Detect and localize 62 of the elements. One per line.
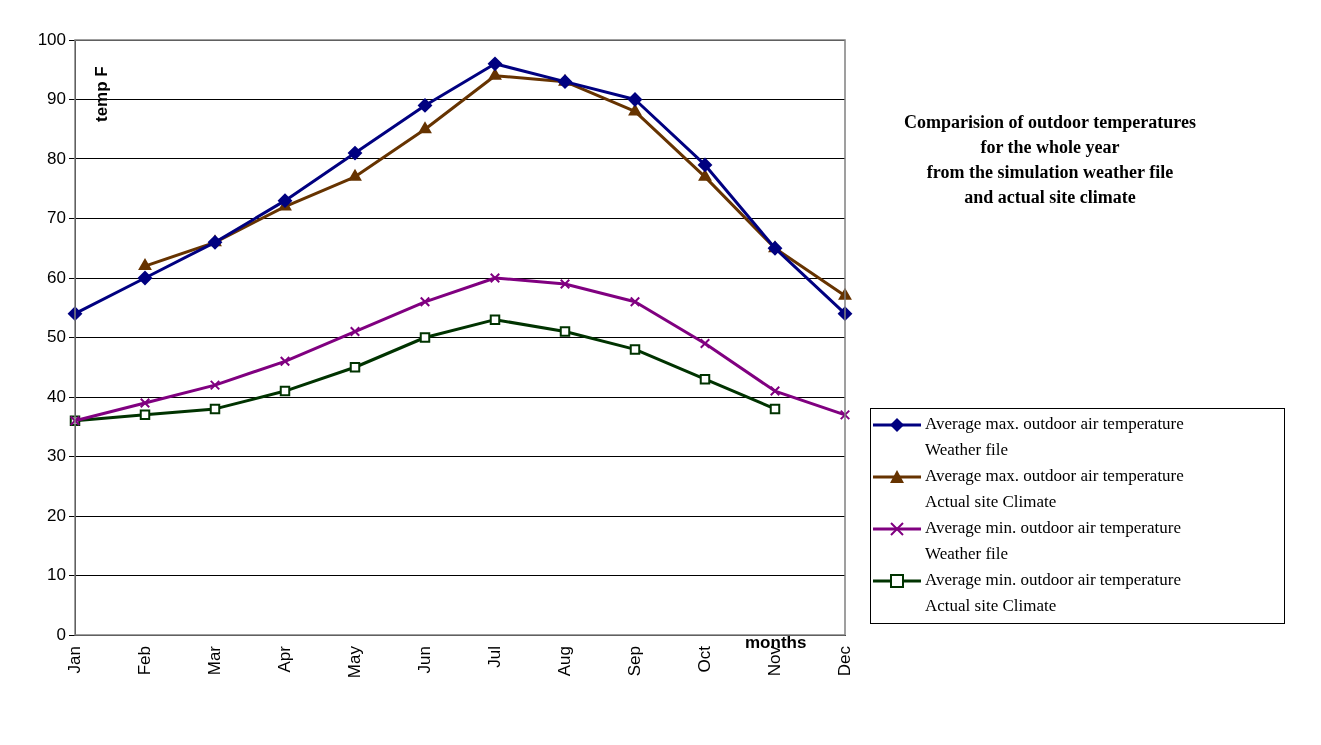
point (418, 122, 432, 134)
y-tick-label: 70 (47, 208, 66, 228)
point (419, 296, 431, 308)
point (488, 56, 502, 71)
y-tick-label: 60 (47, 267, 66, 287)
point (139, 397, 151, 409)
point (489, 314, 501, 325)
point (348, 146, 362, 161)
x-tick-label: Feb (134, 646, 154, 676)
y-tick-label: 90 (47, 89, 66, 109)
point (769, 403, 781, 415)
point (559, 326, 571, 337)
point (699, 373, 711, 385)
y-tick-label: 50 (47, 327, 66, 347)
point (559, 278, 571, 290)
x-tick-label: Sep (624, 646, 644, 677)
x-tick-label: Jul (484, 646, 504, 668)
point (839, 409, 851, 421)
point (698, 169, 712, 181)
point (699, 338, 711, 349)
y-tick-label: 30 (47, 446, 66, 466)
point (419, 332, 431, 343)
point (418, 98, 432, 113)
x-tick-label: May (344, 645, 364, 679)
point (489, 272, 501, 284)
point (628, 92, 642, 107)
legend-label: Average max. outdoor air temperature Weather file (925, 413, 1184, 461)
point (209, 403, 221, 415)
point (139, 409, 151, 421)
y-tick-label: 20 (47, 505, 66, 525)
point (138, 271, 152, 285)
point (138, 259, 152, 271)
text: Comparision of outdoor temperatures for the whole year from the simulation weather file and actual site climate (903, 111, 1197, 209)
x-tick-label: Oct (694, 645, 714, 673)
legend-label: Average min. outdoor air temperature Actual site Climate (925, 569, 1181, 617)
point (488, 68, 502, 80)
point (629, 344, 641, 355)
y-axis-title: temp F (92, 66, 112, 122)
x-tick-label: Jan (64, 646, 84, 674)
point (769, 385, 781, 397)
x-tick-label: Mar (204, 645, 224, 676)
point (209, 379, 221, 391)
point (278, 193, 292, 208)
y-tick-label: 100 (37, 29, 66, 49)
x-tick-label: Aug (554, 646, 574, 677)
point (628, 104, 642, 116)
x-tick-label: Apr (274, 645, 294, 673)
legend-label: Average min. outdoor air temperature Weather file (925, 517, 1181, 565)
point (698, 157, 712, 172)
y-tick-label: 10 (47, 565, 66, 585)
point (349, 326, 361, 337)
point (279, 385, 291, 397)
legend-label: Average max. outdoor air temperature Actual site Climate (925, 465, 1184, 513)
point (629, 296, 641, 308)
point (279, 356, 291, 367)
x-tick-label: Jun (414, 646, 434, 674)
y-tick-label: 40 (47, 386, 66, 406)
y-tick-label: 80 (47, 148, 66, 168)
point (348, 169, 362, 181)
x-tick-label: Dec (834, 645, 854, 677)
y-tick-label: 0 (56, 624, 66, 644)
point (349, 362, 361, 373)
